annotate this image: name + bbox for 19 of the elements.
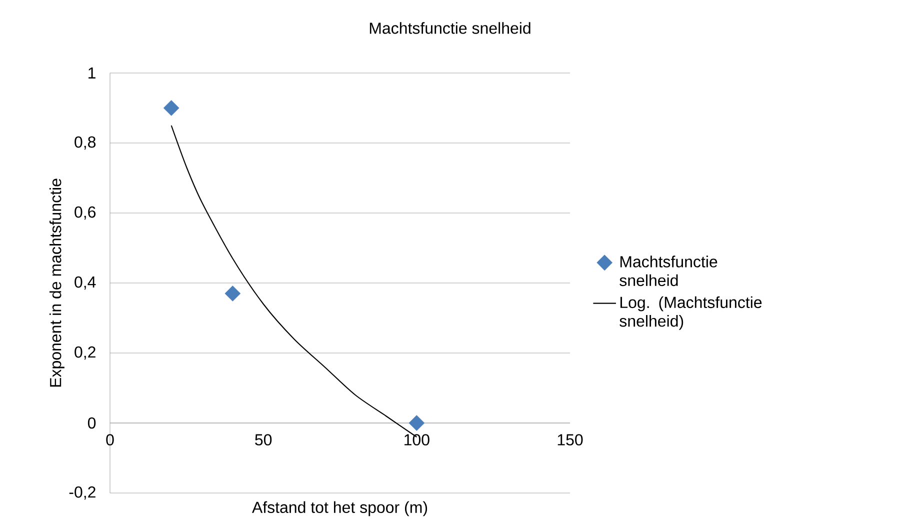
x-tick-label: 150 [558, 434, 583, 446]
legend-label: Machtsfunctie snelheid [620, 256, 718, 286]
y-tick-label: 0 [88, 417, 96, 429]
x-axis-title: Afstand tot het spoor (m) [252, 501, 428, 516]
y-tick-label: 0,4 [74, 276, 96, 290]
legend-label: Log. (Machtsfunctie snelheid) [620, 296, 762, 330]
y-tick-label: 0,2 [74, 346, 96, 360]
point [164, 100, 180, 116]
y-axis-title: Exponent in de machtsfunctie [49, 178, 64, 387]
x-tick-label: 0 [106, 434, 114, 446]
chart-title: Machtsfunctie snelheid [370, 22, 530, 34]
y-tick-label: 0,8 [74, 136, 96, 150]
x-tick-label: 50 [255, 434, 272, 446]
point [224, 286, 240, 302]
y-tick-label: 1 [88, 68, 96, 78]
x-tick-label: 100 [404, 434, 430, 446]
y-tick-label: 0,6 [74, 206, 96, 220]
point [408, 415, 424, 431]
y-tick-label: -0,2 [69, 486, 96, 500]
